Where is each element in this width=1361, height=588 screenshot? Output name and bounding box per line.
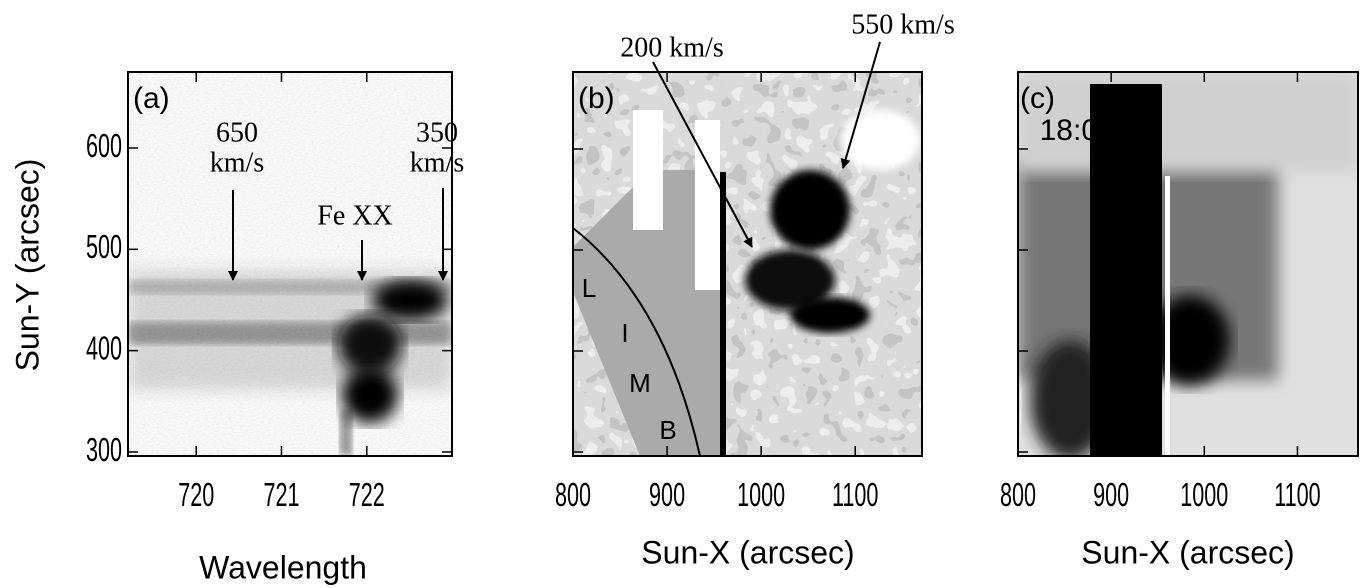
difference-image — [573, 72, 922, 456]
panel-label: (c) — [1020, 82, 1055, 115]
annotation: M — [629, 368, 651, 398]
x-tick-label: 900 — [649, 476, 685, 514]
x-tick-label: 1000 — [737, 476, 785, 514]
y-tick-label: 300 — [86, 431, 122, 469]
x-tick-label: 800 — [555, 476, 591, 514]
x-tick-label: 1100 — [1274, 476, 1320, 514]
annotation: km/s — [410, 147, 464, 178]
frame — [572, 71, 923, 457]
arrow — [840, 41, 881, 169]
x-tick-label: 722 — [349, 476, 385, 514]
y-tick-label: 500 — [86, 228, 122, 266]
x-axis-label: Wavelength — [199, 549, 367, 585]
annotation: L — [582, 273, 596, 303]
y-tick-label: 400 — [86, 330, 122, 368]
annotation: 200 km/s — [620, 32, 723, 63]
annotation: 650 — [216, 117, 258, 148]
frame — [127, 71, 453, 457]
x-axis-label: Sun-X (arcsec) — [641, 534, 854, 570]
annotation: Fe XX — [317, 200, 392, 231]
x-tick-label: 721 — [263, 476, 299, 514]
y-axis-label: Sun-Y (arcsec) — [9, 159, 45, 372]
x-tick-label: 800 — [1000, 476, 1036, 514]
intensity-image — [1018, 72, 1358, 456]
annotation: km/s — [210, 147, 264, 178]
x-tick-label: 1000 — [1180, 476, 1228, 514]
x-axis-label: Sun-X (arcsec) — [1081, 534, 1294, 570]
x-tick-label: 900 — [1093, 476, 1129, 514]
panel-label: (a) — [133, 82, 170, 115]
panel-label: (b) — [578, 82, 615, 115]
annotation: B — [659, 415, 676, 445]
x-tick-label: 720 — [178, 476, 214, 514]
limb-curve — [572, 227, 701, 457]
annotation: 550 km/s — [851, 9, 954, 40]
arrow — [652, 61, 753, 248]
x-tick-label: 1100 — [832, 476, 878, 514]
annotation: 18:05:14 — [1040, 114, 1157, 147]
spectrum-image — [128, 72, 452, 456]
y-tick-label: 600 — [86, 127, 122, 165]
frame — [1017, 71, 1359, 457]
annotation: I — [621, 318, 628, 348]
annotation: 350 — [416, 117, 458, 148]
